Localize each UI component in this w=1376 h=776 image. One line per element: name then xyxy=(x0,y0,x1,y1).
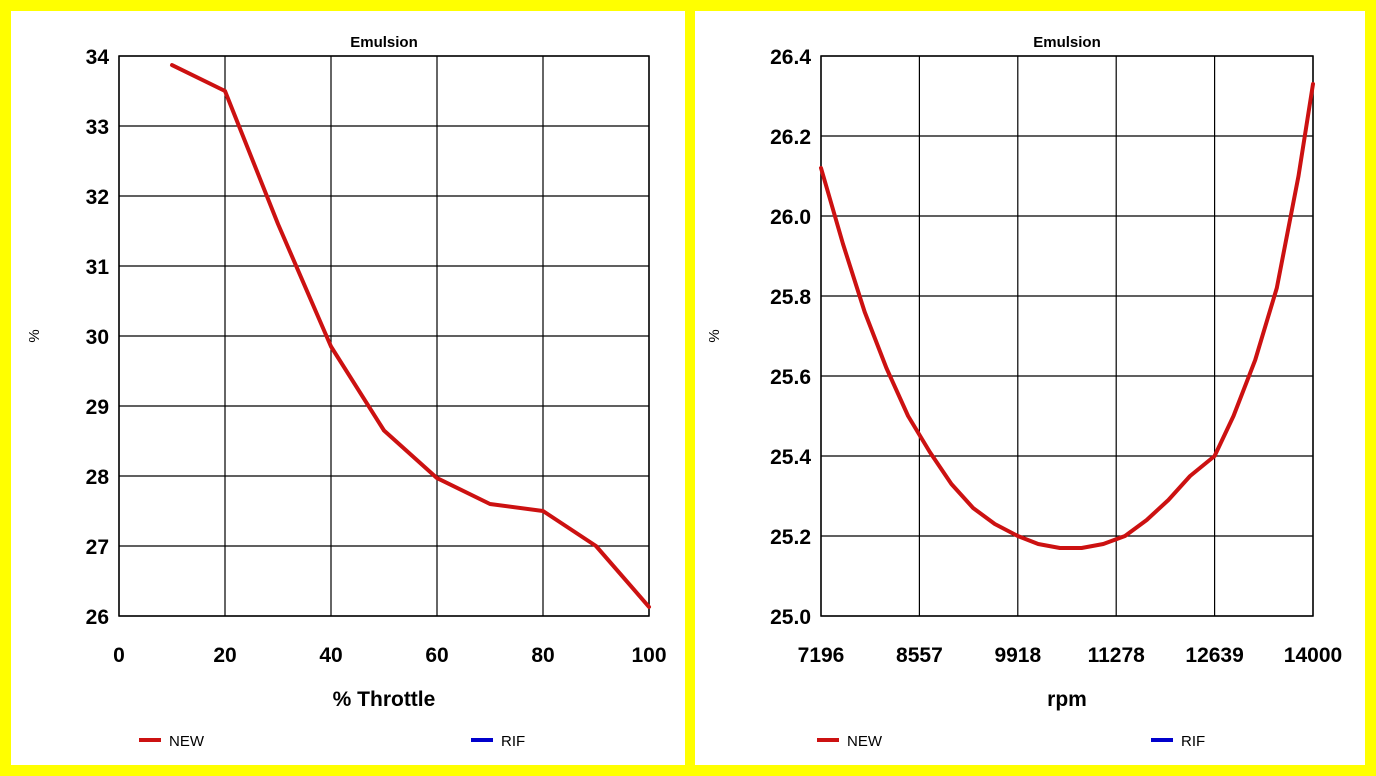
x-tick-label: 9918 xyxy=(994,644,1041,667)
plot-frame xyxy=(820,55,1314,617)
x-tick-label: 60 xyxy=(425,644,448,667)
y-tick-label: 32 xyxy=(86,186,109,209)
x-axis-label: % Throttle xyxy=(333,688,436,711)
x-tick-label: 80 xyxy=(531,644,554,667)
y-tick-label: 25.4 xyxy=(770,446,811,469)
y-tick-label: 26.2 xyxy=(770,126,811,149)
x-tick-label: 14000 xyxy=(1284,644,1342,667)
y-tick-label: 26 xyxy=(86,606,109,629)
legend-label: RIF xyxy=(1181,733,1205,750)
chart-title: Emulsion xyxy=(1033,34,1101,51)
y-axis-label: % xyxy=(706,329,723,342)
x-tick-label: 8557 xyxy=(896,644,943,667)
x-tick-label: 12639 xyxy=(1185,644,1243,667)
x-tick-label: 20 xyxy=(213,644,236,667)
legend-label: NEW xyxy=(169,733,205,750)
x-tick-label: 100 xyxy=(631,644,666,667)
emulsion-throttle-chart: Emulsion 26 27 28 29 30 31 32 33 34 0 20 40 60 80 100 % … xyxy=(26,34,667,750)
y-tick-label: 33 xyxy=(86,116,109,139)
y-tick-label: 25.2 xyxy=(770,526,811,549)
x-tick-label: 7196 xyxy=(798,644,845,667)
y-tick-label: 25.6 xyxy=(770,366,811,389)
chart-panel-right: Emulsion 25.0 25.2 25.4 25.6 25.8 26.0 26.2 26.4… xyxy=(695,11,1365,765)
y-tick-label: 27 xyxy=(86,536,109,559)
x-axis-label: rpm xyxy=(1047,688,1087,711)
y-tick-label: 28 xyxy=(86,466,110,489)
y-axis-label: % xyxy=(26,329,43,342)
y-tick-label: 30 xyxy=(86,326,109,349)
x-tick-label: 11278 xyxy=(1088,644,1146,667)
y-tick-label: 26.4 xyxy=(770,46,811,69)
chart-title: Emulsion xyxy=(350,34,418,51)
legend-label: RIF xyxy=(501,733,525,750)
plot-frame xyxy=(118,55,650,617)
y-tick-label: 31 xyxy=(86,256,110,279)
y-tick-label: 29 xyxy=(86,396,109,419)
y-tick-label: 25.8 xyxy=(770,286,811,309)
x-tick-label: 40 xyxy=(319,644,342,667)
chart-panel-left: Emulsion 26 27 28 29 30 31 32 33 34 0 20 40 60 80 100 % … xyxy=(11,11,685,765)
emulsion-rpm-chart: Emulsion 25.0 25.2 25.4 25.6 25.8 26.0 26.2 26.4… xyxy=(706,34,1342,750)
series-line-new xyxy=(819,82,1315,550)
y-tick-label: 26.0 xyxy=(770,206,811,229)
series-line-new xyxy=(170,63,651,609)
legend-label: NEW xyxy=(847,733,883,750)
y-tick-label: 34 xyxy=(86,46,110,69)
y-tick-label: 25.0 xyxy=(770,606,811,629)
x-tick-label: 0 xyxy=(113,644,125,667)
